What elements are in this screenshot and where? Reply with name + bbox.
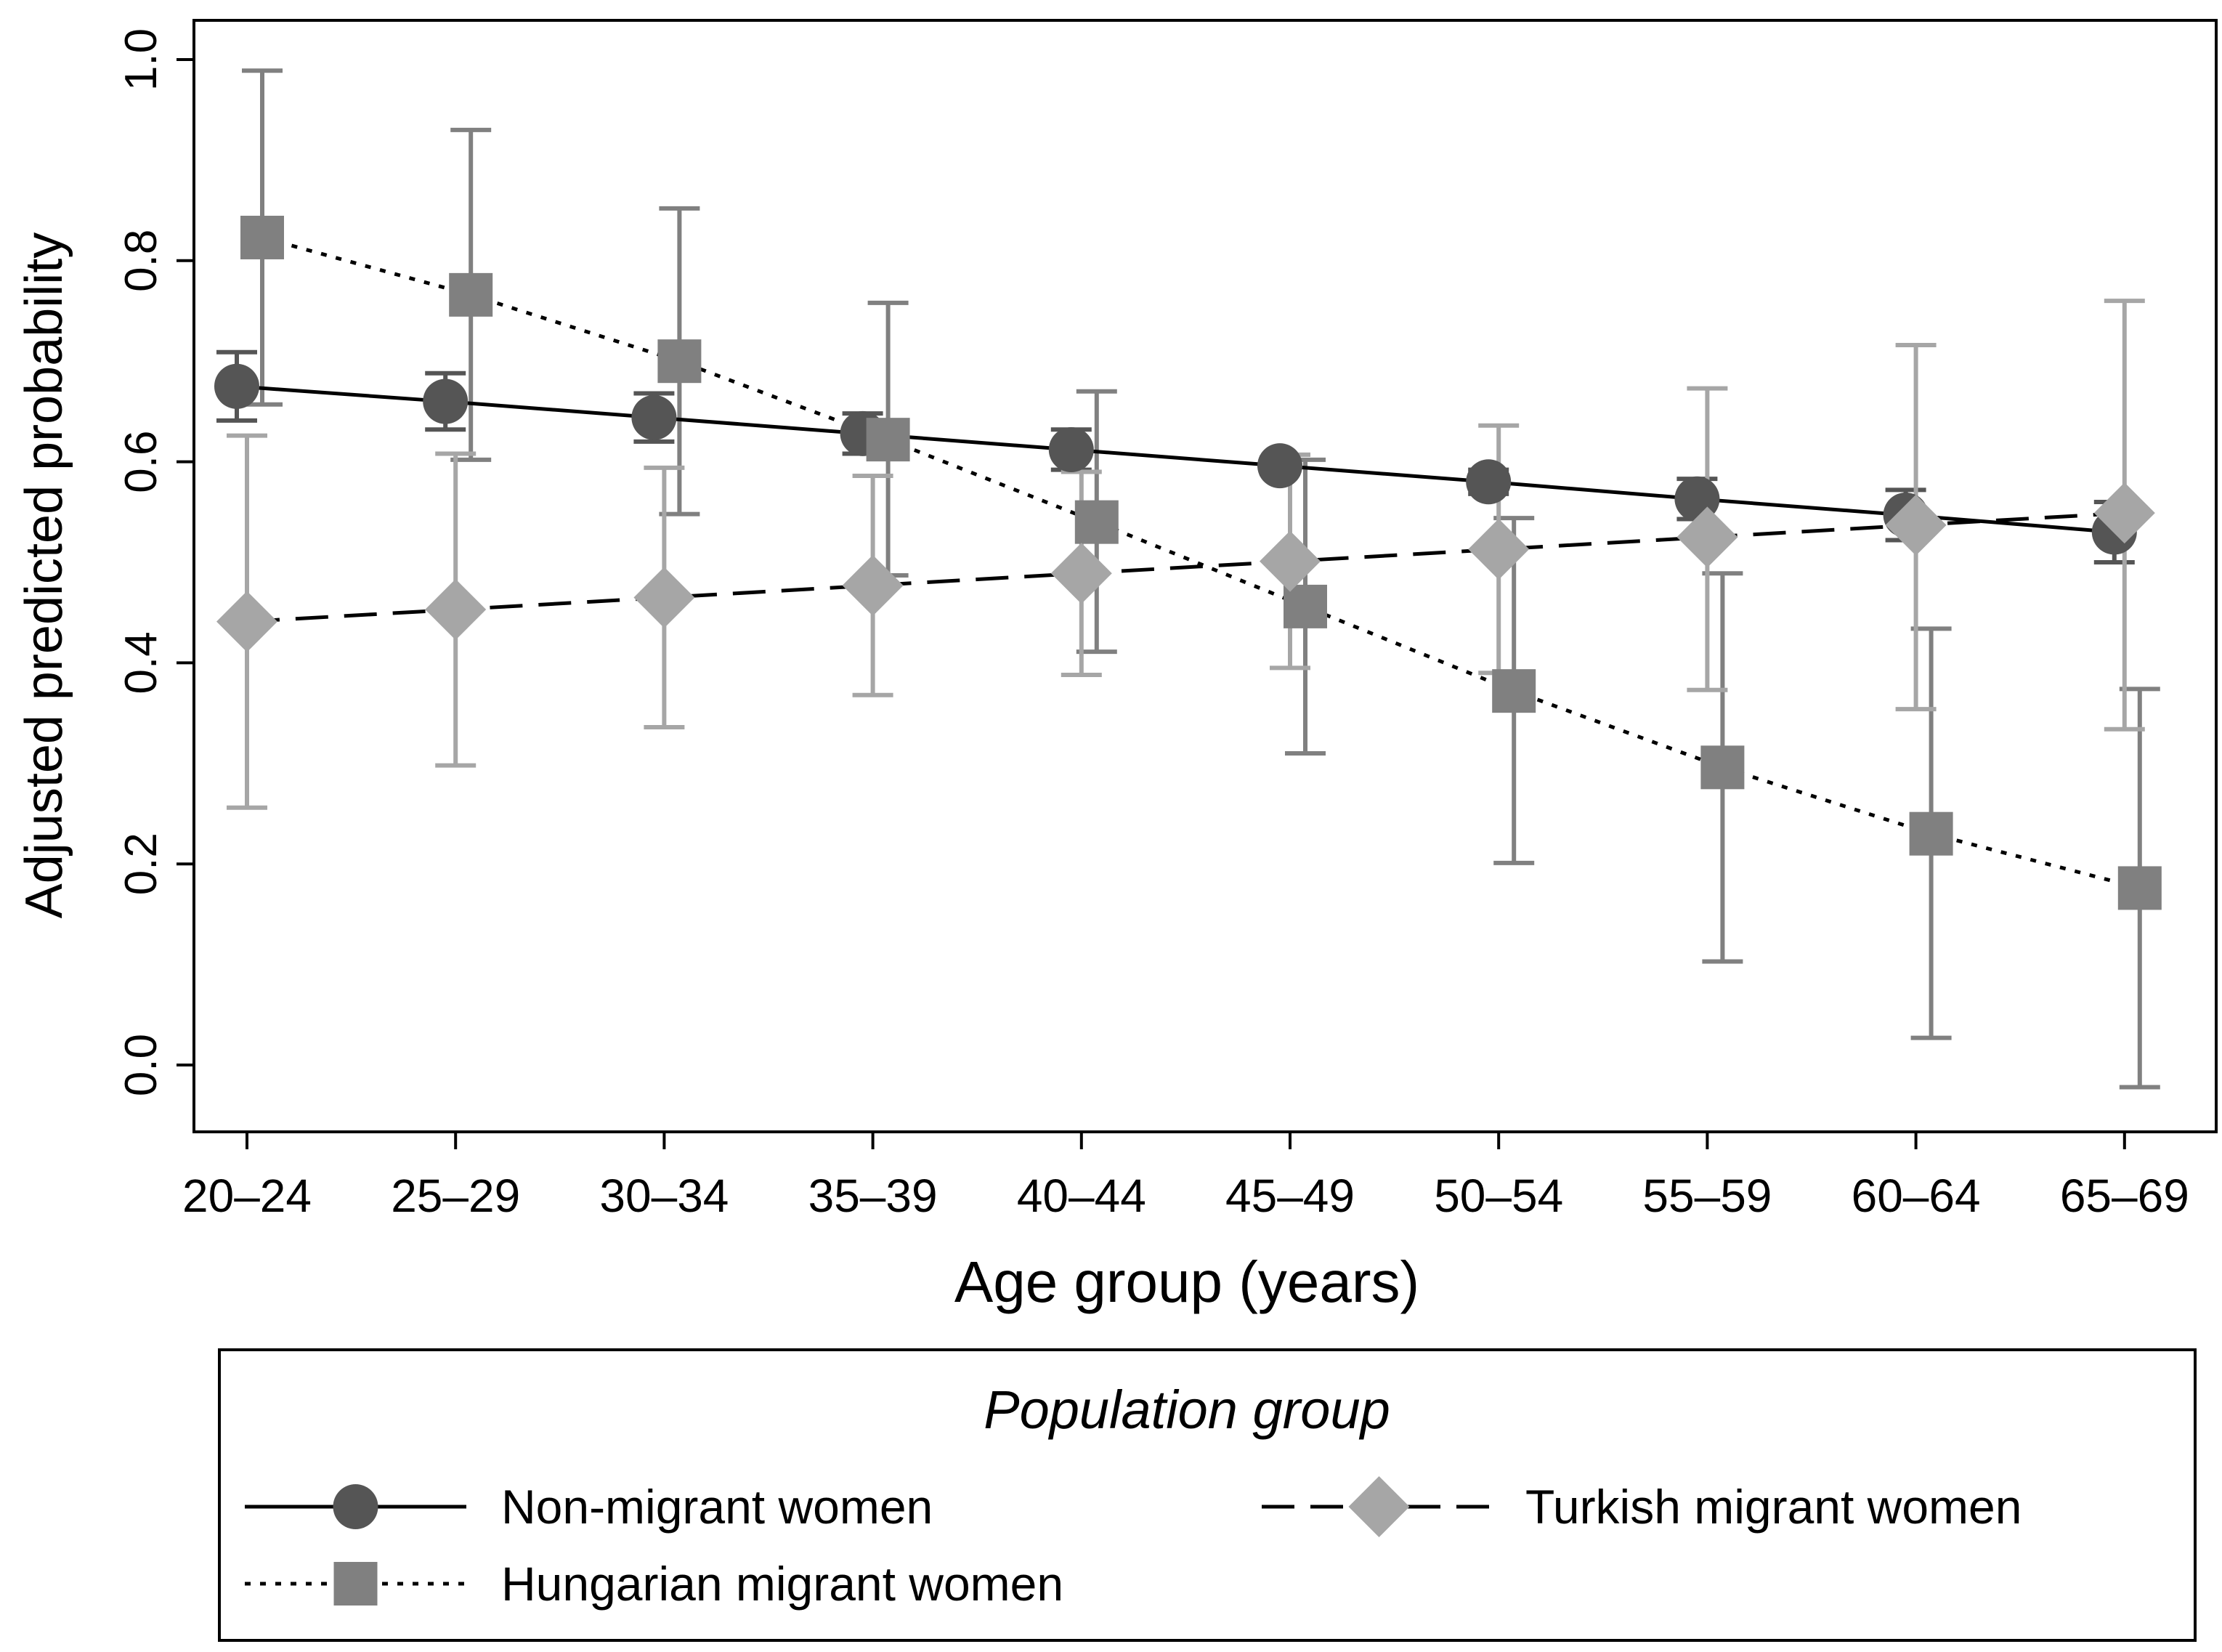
data-point-circle (1048, 426, 1094, 472)
x-tick-label: 50–54 (1434, 1170, 1563, 1222)
x-tick-label: 55–59 (1642, 1170, 1772, 1222)
y-axis-label: Adjusted predicted probability (15, 232, 73, 919)
data-point-diamond (1260, 530, 1321, 592)
x-tick-label: 30–34 (599, 1170, 729, 1222)
data-point-circle (423, 378, 469, 424)
x-tick-label: 35–39 (808, 1170, 938, 1222)
data-point-square (866, 418, 910, 462)
y-tick-label: 0.6 (116, 430, 166, 493)
data-point-square (2117, 866, 2162, 910)
y-tick-label: 0.2 (116, 833, 166, 895)
y-tick-label: 0.8 (116, 230, 166, 292)
data-point-diamond (1468, 519, 1530, 580)
data-point-square (449, 272, 493, 317)
legend-marker (1348, 1476, 1410, 1537)
x-axis-label: Age group (years) (954, 1250, 1419, 1314)
legend-item: Hungarian migrant women (245, 1557, 1063, 1611)
data-point-circle (214, 363, 259, 409)
series-line (261, 235, 2141, 890)
error-bars (216, 68, 2160, 1090)
data-point-diamond (1050, 543, 1112, 604)
series-markers (214, 215, 2162, 910)
data-point-square (1074, 500, 1119, 544)
legend-item: Non-migrant women (245, 1480, 933, 1534)
plot-frame (192, 19, 2218, 1133)
legend-label: Non-migrant women (501, 1480, 933, 1534)
legend-marker (333, 1562, 378, 1606)
legend-marker (333, 1484, 378, 1529)
data-point-circle (1257, 443, 1302, 489)
data-point-square (1492, 669, 1536, 713)
legend-label: Turkish migrant women (1525, 1480, 2022, 1534)
data-point-square (1700, 745, 1745, 790)
data-point-diamond (842, 554, 904, 616)
series-line (246, 511, 2125, 624)
legend-frame (218, 1348, 2197, 1642)
series-lines (236, 235, 2141, 890)
x-tick-label: 40–44 (1017, 1170, 1146, 1222)
x-tick-label: 65–69 (2060, 1170, 2189, 1222)
legend-label: Hungarian migrant women (501, 1557, 1063, 1611)
data-point-circle (1466, 459, 1512, 505)
x-tick-label: 60–64 (1852, 1170, 1981, 1222)
legend-title: Population group (984, 1380, 1390, 1440)
y-tick-label: 0.4 (116, 631, 166, 694)
y-tick-label: 1.0 (116, 28, 166, 91)
x-axis: 20–24 25–29 30–34 35–39 40–44 45–49 50–54 55–59… (182, 1132, 2189, 1222)
legend-item: Turkish migrant women (1262, 1476, 2022, 1537)
data-point-square (657, 339, 702, 384)
legend-items: Non-migrant women Hungarian migrant women… (245, 1476, 2022, 1611)
x-tick-label: 25–29 (391, 1170, 520, 1222)
x-tick-label: 45–49 (1225, 1170, 1355, 1222)
data-point-diamond (633, 567, 695, 628)
y-tick-label: 0.0 (116, 1034, 166, 1096)
data-point-square (1909, 811, 1953, 856)
x-tick-label: 20–24 (182, 1170, 312, 1222)
data-point-square (240, 215, 284, 259)
data-point-circle (631, 394, 677, 440)
data-point-square (1284, 584, 1327, 628)
data-point-diamond (216, 591, 277, 652)
series-line (236, 384, 2115, 534)
data-point-diamond (1676, 506, 1738, 568)
data-point-diamond (2093, 482, 2155, 544)
y-axis: 0.0 0.2 0.4 0.6 0.8 1.0 (116, 28, 194, 1096)
data-point-diamond (425, 579, 487, 641)
legend: Population group Non-migrant women Hungar… (218, 1348, 2197, 1642)
data-point-diamond (1885, 494, 1947, 556)
